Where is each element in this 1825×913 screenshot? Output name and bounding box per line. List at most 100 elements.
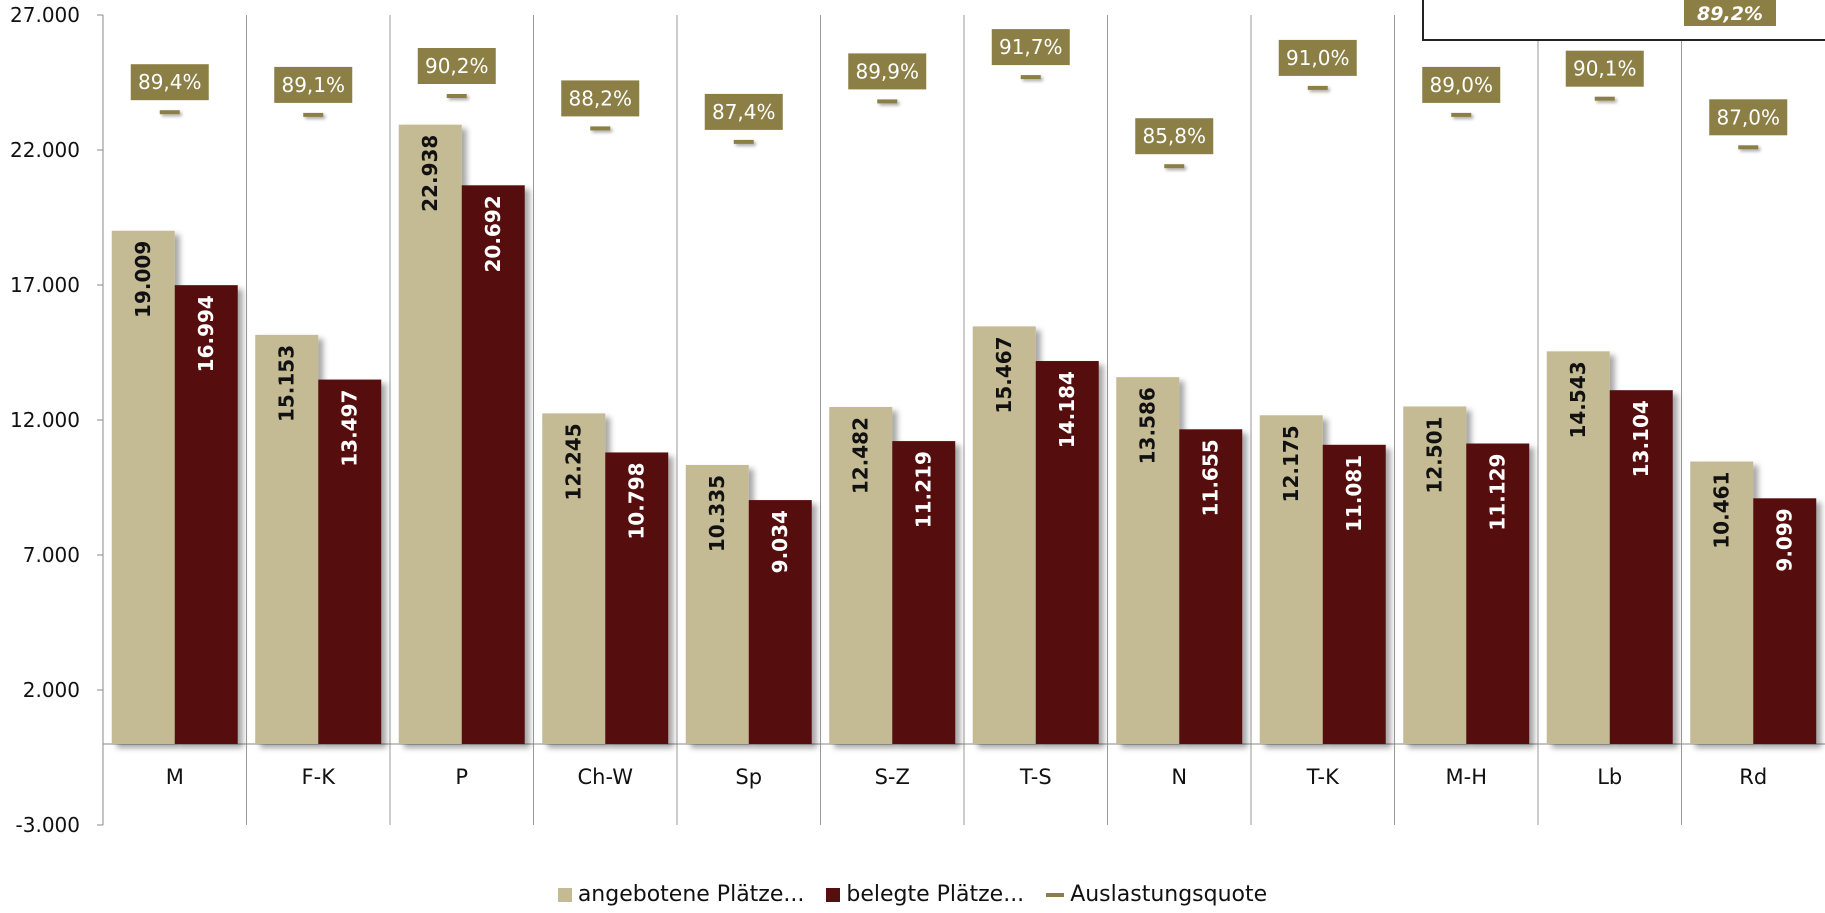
y-tick-label: 7.000 (23, 543, 80, 567)
utilization-label: 91,7% (999, 35, 1063, 59)
x-tick-label: S-Z (875, 765, 910, 789)
utilization-label: 89,4% (138, 70, 202, 94)
bar-occupied (605, 452, 669, 744)
x-tick-label: M (166, 765, 184, 789)
bar-occupied (1322, 444, 1386, 744)
utilization-marker (446, 94, 467, 98)
utilization-label-box (848, 53, 927, 90)
bar-occupied (461, 185, 525, 745)
legend-item-offered: angebotene Plätze... (557, 882, 805, 907)
bar-occupied-label: 11.655 (1199, 439, 1223, 516)
bar-occupied (1035, 361, 1099, 744)
utilization-label: 89,0% (1429, 73, 1493, 97)
utilization-marker (1164, 164, 1185, 169)
bar-occupied-label: 13.104 (1629, 400, 1653, 477)
utilization-label: 87,4% (712, 100, 776, 124)
x-tick-label: Ch-W (578, 765, 634, 789)
legend-label-offered: angebotene Plätze... (577, 882, 805, 907)
bar-occupied-label: 11.081 (1342, 455, 1366, 532)
legend: angebotene Plätze... belegte Plätze... A… (0, 880, 1825, 909)
utilization-marker (1020, 75, 1041, 80)
utilization-label: 89,1% (281, 73, 345, 97)
bar-occupied (1753, 498, 1817, 744)
utilization-marker (303, 112, 324, 117)
y-tick-label: 2.000 (23, 678, 80, 702)
bar-occupied-label: 14.184 (1055, 371, 1079, 448)
bar-offered (255, 334, 319, 744)
utilization-marker (1738, 145, 1759, 150)
x-tick-label: T-K (1306, 765, 1340, 789)
y-tick-label: -3.000 (16, 813, 80, 837)
axis-layer: -3.000 2.000 7.000 12.000 17.000 22.000 27.000… (10, 3, 1825, 837)
bar-offered (1546, 351, 1610, 744)
bar-offered (111, 230, 175, 744)
bar-occupied-label: 20.692 (481, 195, 505, 272)
utilization-label-box (274, 66, 353, 103)
utilization-marker (877, 99, 898, 104)
bar-offered-label: 15.467 (992, 336, 1016, 413)
utilization-label: 85,8% (1142, 124, 1206, 148)
inset-label-box (1684, 0, 1776, 26)
bar-offered-label: 12.245 (562, 423, 586, 500)
x-tick-label: P (455, 765, 468, 789)
bar-offered-label: 10.461 (1710, 472, 1734, 549)
x-tick-label: M-H (1446, 765, 1488, 789)
y-tick-label: 27.000 (10, 3, 80, 27)
bar-offered (685, 464, 749, 744)
legend-label-utilization: Auslastungsquote (1070, 882, 1268, 907)
utilization-label: 90,1% (1573, 57, 1637, 81)
x-tick-label: Sp (735, 765, 762, 789)
x-tick-label: Rd (1739, 765, 1767, 789)
bar-occupied (1466, 443, 1530, 744)
bar-occupied-label: 10.798 (625, 462, 649, 539)
bar-offered-label: 13.586 (1136, 387, 1160, 464)
x-tick-label: T-S (1019, 765, 1052, 789)
bar-offered (398, 124, 462, 744)
bar-occupied-label: 11.129 (1486, 454, 1510, 531)
bar-occupied (1179, 429, 1243, 744)
y-tick-label: 17.000 (10, 273, 80, 297)
inset-label: 89,2% (1697, 3, 1763, 25)
x-tick-label: N (1171, 765, 1187, 789)
utilization-label-box (1135, 118, 1214, 155)
bar-offered (1403, 406, 1467, 744)
bar-occupied (1609, 390, 1673, 744)
legend-swatch-offered (557, 887, 572, 902)
bar-occupied-label: 13.497 (338, 390, 362, 467)
bar-occupied (748, 500, 812, 744)
bar-occupied-label: 11.219 (912, 451, 936, 528)
bar-offered-label: 14.543 (1566, 361, 1590, 438)
utilization-label-box (991, 29, 1070, 66)
utilization-label: 90,2% (425, 54, 489, 78)
utilization-label-box (1565, 50, 1644, 87)
bar-offered (1116, 377, 1180, 744)
bar-offered-label: 15.153 (275, 345, 299, 422)
utilization-label: 88,2% (568, 86, 632, 110)
bar-occupied-label: 16.994 (194, 295, 218, 372)
bar-offered-label: 12.482 (849, 417, 873, 494)
utilization-label-box (704, 93, 783, 130)
legend-item-utilization: Auslastungsquote (1046, 882, 1267, 907)
bar-offered (1259, 415, 1323, 744)
legend-swatch-occupied (826, 887, 841, 902)
bar-occupied-label: 9.034 (768, 510, 792, 573)
utilization-marker (1307, 85, 1328, 90)
bar-offered-label: 19.009 (131, 241, 155, 318)
bar-occupied-label: 9.099 (1773, 508, 1797, 571)
utilization-marker (590, 126, 611, 131)
utilization-label-box (1278, 39, 1357, 76)
bar-offered (1690, 461, 1754, 744)
bar-offered (542, 413, 606, 744)
utilization-label-box (1422, 66, 1501, 103)
bar-occupied (318, 379, 382, 744)
bar-occupied (174, 285, 238, 744)
x-tick-label: Lb (1597, 765, 1622, 789)
utilization-label-box (417, 48, 496, 84)
y-tick-label: 22.000 (10, 138, 80, 162)
utilization-label: 91,0% (1286, 46, 1350, 70)
bar-offered-label: 12.175 (1279, 425, 1303, 502)
utilization-marker (1451, 112, 1472, 117)
bar-offered-label: 12.501 (1423, 416, 1447, 493)
